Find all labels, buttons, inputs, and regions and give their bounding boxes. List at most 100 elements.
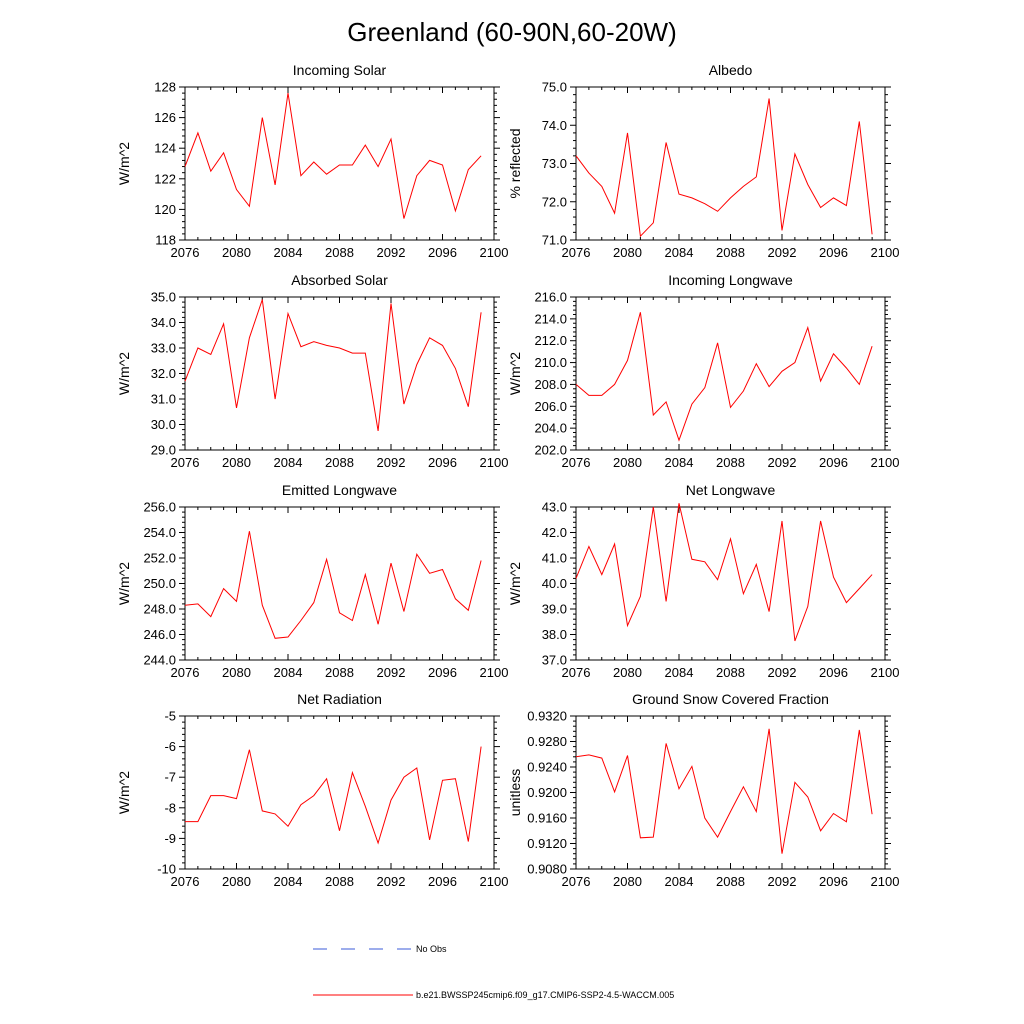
x-tick-label: 2084 bbox=[665, 245, 694, 260]
y-tick-label: 208.0 bbox=[534, 377, 567, 392]
y-tick-label: 206.0 bbox=[534, 399, 567, 414]
y-tick-label: 124 bbox=[154, 141, 176, 156]
y-tick-label: 216.0 bbox=[534, 290, 567, 305]
x-tick-label: 2080 bbox=[613, 665, 642, 680]
y-tick-label: 122 bbox=[154, 171, 176, 186]
panel-title: Net Longwave bbox=[686, 482, 776, 498]
y-axis-label: W/m^2 bbox=[116, 142, 132, 185]
y-tick-label: 120 bbox=[154, 202, 176, 217]
x-tick-label: 2080 bbox=[222, 665, 251, 680]
y-tick-label: -6 bbox=[164, 739, 176, 754]
y-axis-label: W/m^2 bbox=[116, 352, 132, 395]
x-tick-label: 2100 bbox=[480, 665, 509, 680]
x-tick-label: 2100 bbox=[871, 665, 900, 680]
plot-frame bbox=[575, 506, 886, 661]
y-tick-label: 30.0 bbox=[151, 417, 176, 432]
x-tick-label: 2100 bbox=[871, 245, 900, 260]
x-tick-label: 2096 bbox=[819, 665, 848, 680]
series-line bbox=[184, 299, 482, 431]
panel-title: Incoming Longwave bbox=[668, 272, 793, 288]
y-tick-label: 0.9280 bbox=[527, 734, 567, 749]
panel-title: Ground Snow Covered Fraction bbox=[632, 691, 829, 707]
legend-obs-label: No Obs bbox=[416, 944, 447, 954]
x-tick-label: 2076 bbox=[562, 874, 591, 889]
y-tick-label: 31.0 bbox=[151, 392, 176, 407]
panels: 2076 2080 2084 2088 2092 2096 2100 118 120 122 124… bbox=[116, 62, 899, 889]
series-line bbox=[184, 531, 482, 639]
panel-title: Net Radiation bbox=[297, 691, 382, 707]
x-tick-label: 2088 bbox=[325, 874, 354, 889]
y-tick-label: 244.0 bbox=[143, 653, 176, 668]
x-tick-label: 2096 bbox=[428, 665, 457, 680]
y-axis-label: W/m^2 bbox=[116, 562, 132, 605]
series-line bbox=[575, 312, 873, 442]
y-tick-label: 252.0 bbox=[143, 551, 176, 566]
y-tick-label: 39.0 bbox=[542, 602, 567, 617]
x-tick-label: 2100 bbox=[871, 455, 900, 470]
panel-title: Absorbed Solar bbox=[291, 272, 388, 288]
y-tick-label: 75.0 bbox=[542, 80, 567, 95]
plot-frame bbox=[184, 506, 495, 661]
x-tick-label: 2084 bbox=[665, 455, 694, 470]
y-tick-label: 71.0 bbox=[542, 233, 567, 248]
plot-frame bbox=[184, 86, 495, 241]
x-tick-label: 2080 bbox=[222, 245, 251, 260]
x-tick-label: 2080 bbox=[613, 874, 642, 889]
y-axis-label: W/m^2 bbox=[116, 771, 132, 814]
plot-frame bbox=[184, 715, 495, 870]
y-tick-label: 212.0 bbox=[534, 333, 567, 348]
y-axis-label: unitless bbox=[507, 769, 523, 816]
panel-absorbed-solar: 2076 2080 2084 2088 2092 2096 2100 29.0 30.0 31.0… bbox=[116, 272, 508, 470]
x-tick-label: 2096 bbox=[428, 874, 457, 889]
panel-incoming-solar: 2076 2080 2084 2088 2092 2096 2100 118 120 122 124… bbox=[116, 62, 508, 260]
x-tick-label: 2084 bbox=[274, 665, 303, 680]
y-tick-label: 74.0 bbox=[542, 118, 567, 133]
y-tick-label: 246.0 bbox=[143, 627, 176, 642]
x-tick-label: 2096 bbox=[819, 874, 848, 889]
x-tick-label: 2096 bbox=[428, 455, 457, 470]
y-tick-label: 0.9200 bbox=[527, 785, 567, 800]
y-tick-label: 35.0 bbox=[151, 290, 176, 305]
series-line bbox=[575, 503, 873, 642]
y-tick-label: -8 bbox=[164, 800, 176, 815]
series-line bbox=[185, 746, 482, 845]
x-tick-label: 2080 bbox=[222, 874, 251, 889]
y-tick-label: -9 bbox=[164, 831, 176, 846]
x-tick-label: 2096 bbox=[428, 245, 457, 260]
x-tick-label: 2088 bbox=[716, 874, 745, 889]
y-tick-label: 0.9320 bbox=[527, 709, 567, 724]
panel-net-longwave: 2076 2080 2084 2088 2092 2096 2100 37.0 38.0 39.0… bbox=[507, 482, 899, 680]
y-tick-label: 43.0 bbox=[542, 500, 567, 515]
y-tick-label: 248.0 bbox=[143, 602, 176, 617]
panel-net-radiation: 2076 2080 2084 2088 2092 2096 2100 -10 -9 -8 -7 -6 -… bbox=[116, 691, 508, 889]
x-tick-label: 2100 bbox=[871, 874, 900, 889]
series-line bbox=[575, 98, 873, 238]
y-axis-label: W/m^2 bbox=[507, 562, 523, 605]
y-tick-label: 118 bbox=[155, 233, 176, 248]
x-tick-label: 2088 bbox=[716, 455, 745, 470]
x-tick-label: 2080 bbox=[222, 455, 251, 470]
series-line bbox=[575, 728, 873, 854]
x-tick-label: 2088 bbox=[716, 665, 745, 680]
legend-model-label: b.e21.BWSSP245cmip6.f09_g17.CMIP6-SSP2-4… bbox=[416, 990, 674, 1000]
x-tick-label: 2084 bbox=[274, 245, 303, 260]
x-tick-label: 2088 bbox=[716, 245, 745, 260]
y-tick-label: 38.0 bbox=[542, 627, 567, 642]
y-tick-label: 126 bbox=[154, 110, 176, 125]
figure-title: Greenland (60-90N,60-20W) bbox=[347, 17, 677, 47]
y-tick-label: 42.0 bbox=[542, 525, 567, 540]
x-tick-label: 2084 bbox=[665, 665, 694, 680]
x-tick-label: 2092 bbox=[377, 874, 406, 889]
x-tick-label: 2092 bbox=[377, 245, 406, 260]
y-tick-label: 256.0 bbox=[143, 500, 176, 515]
x-tick-label: 2080 bbox=[613, 455, 642, 470]
y-axis-label: % reflected bbox=[507, 128, 523, 198]
panel-albedo: 2076 2080 2084 2088 2092 2096 2100 71.0 72.0 73.0… bbox=[507, 62, 899, 260]
y-tick-label: 34.0 bbox=[151, 315, 176, 330]
x-tick-label: 2076 bbox=[171, 455, 200, 470]
x-tick-label: 2088 bbox=[325, 245, 354, 260]
x-tick-label: 2076 bbox=[171, 245, 200, 260]
x-tick-label: 2076 bbox=[171, 874, 200, 889]
x-tick-label: 2092 bbox=[768, 245, 797, 260]
